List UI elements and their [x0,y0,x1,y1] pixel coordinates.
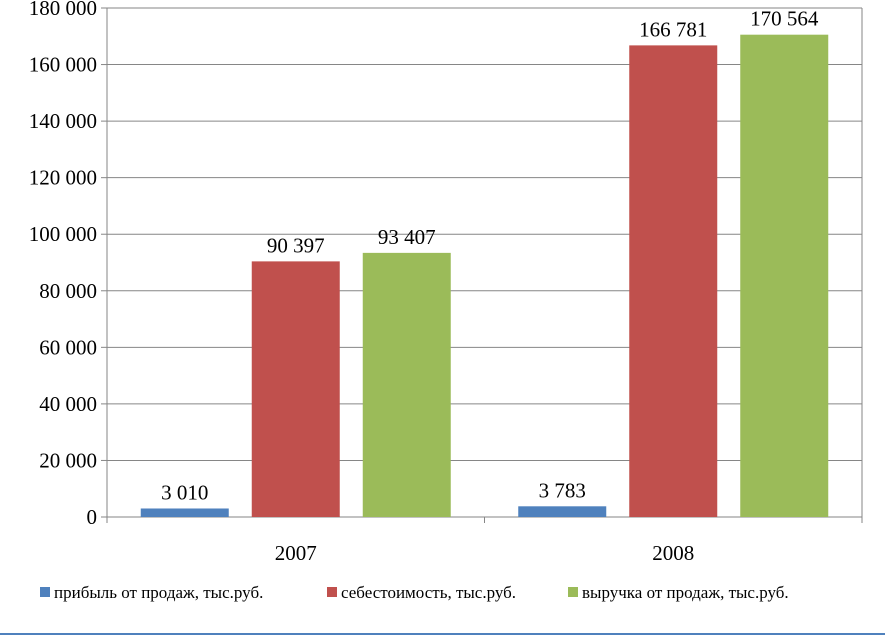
legend-swatch [40,587,50,597]
legend-swatch [327,587,337,597]
data-label: 93 407 [378,225,436,249]
y-tick-label: 100 000 [29,222,97,246]
bar [251,261,340,517]
data-label: 166 781 [639,17,707,41]
bar [629,45,718,517]
data-label: 3 010 [161,480,208,504]
bar [140,508,229,517]
data-label: 90 397 [267,233,325,257]
data-label: 170 564 [750,7,819,31]
y-tick-label: 120 000 [29,166,97,190]
x-axis-tick-labels: 2007 2008 [275,541,695,565]
y-tick-label: 160 000 [29,53,97,77]
y-tick-label: 40 000 [39,392,97,416]
gridlines [107,7,862,461]
bar [518,506,607,517]
data-label: 3 783 [539,478,586,502]
axes [101,7,863,523]
y-tick-label: 180 000 [29,0,97,20]
y-axis-tick-labels: 0 20 000 40 000 60 000 80 000 100 000 120 000 1… [29,0,97,529]
x-tick-label: 2008 [652,541,694,565]
y-tick-label: 80 000 [39,279,97,303]
bars [140,34,829,517]
legend-swatch [568,587,578,597]
legend: прибыль от продаж, тыс.руб. себестоимость… [40,583,789,602]
y-tick-label: 20 000 [39,448,97,472]
x-tick-label: 2007 [275,541,317,565]
y-tick-label: 0 [87,505,98,529]
legend-label: прибыль от продаж, тыс.руб. [54,583,263,602]
y-tick-label: 140 000 [29,109,97,133]
data-labels: 3 010 90 397 93 407 3 783 166 781 170 564 [161,7,819,505]
bar [740,34,829,517]
legend-label: выручка от продаж, тыс.руб. [582,583,789,602]
bar [362,252,451,517]
y-tick-label: 60 000 [39,335,97,359]
legend-label: себестоимость, тыс.руб. [341,583,516,602]
